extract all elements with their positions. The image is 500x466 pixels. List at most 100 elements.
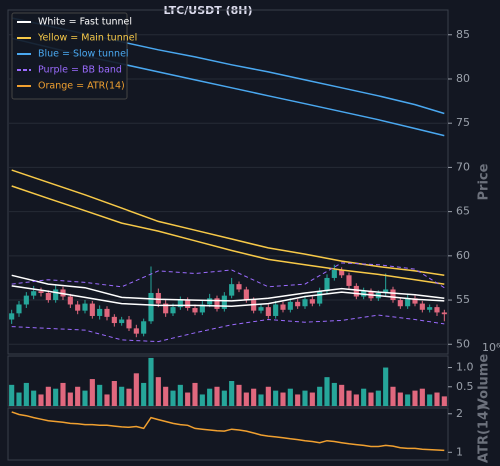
volume-bar	[405, 394, 411, 406]
candle-body	[53, 289, 59, 301]
y-tick-label: 50	[456, 337, 470, 350]
candle-body	[155, 292, 161, 304]
candle-body	[97, 308, 103, 316]
volume-bar	[104, 394, 110, 406]
line	[11, 274, 445, 302]
candle-body	[199, 304, 205, 313]
volume-bar	[427, 394, 433, 406]
candle-body	[207, 298, 213, 305]
candle-body	[214, 298, 220, 309]
volume-bar	[434, 392, 440, 406]
y-axis-label: Price	[477, 163, 492, 200]
candle-body	[427, 307, 433, 310]
candle-body	[295, 301, 301, 307]
volume-bar	[82, 390, 88, 406]
volume-bar	[361, 388, 367, 406]
y-tick-label: 60	[456, 249, 470, 262]
volume-bar	[199, 394, 205, 406]
volume-bar	[353, 394, 359, 406]
volume-bar	[309, 392, 315, 406]
volume-bar	[390, 386, 396, 406]
volume-bar	[177, 384, 183, 406]
candle-body	[405, 298, 411, 307]
candle-body	[185, 300, 191, 309]
volume-bar	[273, 390, 279, 406]
candle-body	[45, 292, 51, 301]
y-tick-label: 55	[456, 293, 470, 306]
candle-body	[258, 307, 264, 311]
line	[11, 185, 445, 285]
candle-body	[280, 304, 286, 310]
volume-bar	[163, 386, 169, 406]
volume-bar	[97, 384, 103, 406]
candle-body	[309, 299, 315, 304]
volume-bar	[339, 384, 345, 406]
plot	[9, 357, 447, 406]
line	[11, 169, 445, 277]
candle-body	[331, 269, 337, 278]
legend-label: Blue = Slow tunnel	[38, 49, 129, 60]
candle-body	[287, 301, 293, 310]
candle-body	[317, 291, 323, 304]
candle-body	[67, 296, 73, 305]
candle-body	[383, 289, 389, 293]
legend-label: White = Fast tunnel	[38, 17, 132, 28]
candle-body	[126, 319, 132, 329]
volume-bar	[375, 390, 381, 406]
volume-bar	[53, 388, 59, 406]
candle-body	[390, 289, 396, 301]
volume-bar	[148, 357, 154, 406]
volume-bar	[243, 392, 249, 406]
volume-bar	[419, 388, 425, 406]
candle-body	[9, 313, 15, 320]
candle-body	[104, 308, 110, 317]
volume-bar	[23, 382, 29, 406]
volume-bar	[383, 367, 389, 406]
candle-body	[229, 284, 235, 296]
volume-bar	[236, 384, 242, 406]
candle-body	[111, 316, 117, 324]
volume-bar	[258, 394, 264, 406]
candle-body	[119, 319, 125, 324]
legend-label: Orange = ATR(14)	[38, 81, 125, 92]
volume-bar	[111, 381, 117, 406]
candle-body	[397, 300, 403, 307]
candle-body	[434, 307, 440, 313]
y-tick-label: 1.0	[456, 361, 474, 374]
candle-body	[16, 304, 22, 314]
y-tick-label: 1	[456, 445, 463, 458]
candle-body	[412, 298, 418, 304]
volume-bar	[324, 377, 330, 406]
volume-bar	[89, 379, 95, 406]
line	[11, 262, 445, 289]
panel-frame	[7, 355, 449, 407]
volume-bar	[45, 386, 51, 406]
legend-box	[11, 12, 128, 100]
y-tick-label: 75	[456, 116, 470, 129]
volume-bar	[67, 392, 73, 406]
volume-bar	[31, 390, 37, 406]
y-tick-label: 2	[456, 407, 463, 420]
candle-body	[324, 277, 330, 292]
volume-bar	[412, 390, 418, 406]
atr-line	[11, 411, 445, 452]
candle-body	[148, 292, 154, 322]
volume-bar	[295, 394, 301, 406]
y-tick-label: 70	[456, 160, 470, 173]
legend-label: Yellow = Main tunnel	[37, 33, 137, 44]
candle-body	[31, 291, 37, 296]
y-tick-label: 65	[456, 205, 470, 218]
volume-bar	[16, 392, 22, 406]
volume-bar	[397, 392, 403, 406]
candle-body	[170, 307, 176, 314]
volume-bar	[287, 388, 293, 406]
candle-body	[75, 304, 81, 311]
candle-body	[23, 295, 29, 305]
volume-bar	[133, 373, 139, 406]
legend-label: Purple = BB band	[38, 65, 122, 76]
candle-body	[177, 300, 183, 308]
volume-bar	[280, 392, 286, 406]
candle-body	[273, 304, 279, 316]
candle-body	[221, 295, 227, 309]
